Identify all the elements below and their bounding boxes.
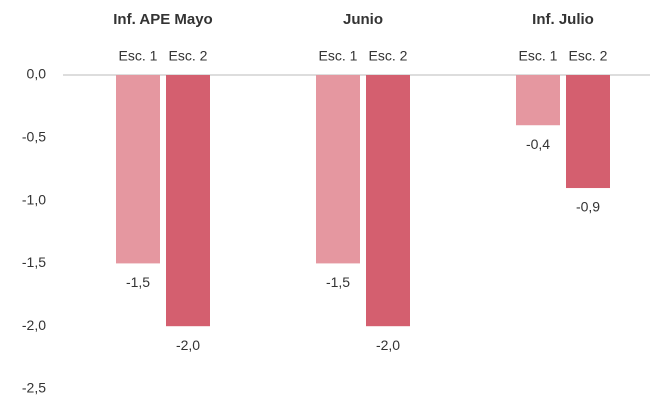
y-tick-label: -2,5 — [22, 380, 46, 396]
y-tick-label: -0,5 — [22, 129, 46, 145]
y-tick-label: -1,0 — [22, 191, 46, 207]
category-label: Junio — [343, 11, 383, 28]
value-label: -0,4 — [526, 136, 550, 152]
bar — [516, 75, 560, 126]
y-tick-label: 0,0 — [27, 66, 47, 82]
value-label: -1,5 — [126, 274, 150, 290]
series-label: Esc. 1 — [119, 48, 158, 64]
series-label: Esc. 1 — [519, 48, 558, 64]
value-label: -0,9 — [576, 199, 600, 215]
bar — [166, 75, 210, 327]
bar — [566, 75, 610, 189]
category-label: Inf. Julio — [532, 11, 594, 28]
y-tick-label: -2,0 — [22, 317, 46, 333]
category-label: Inf. APE Mayo — [113, 11, 212, 28]
series-label: Esc. 2 — [369, 48, 408, 64]
series-label: Esc. 1 — [319, 48, 358, 64]
series-label: Esc. 2 — [569, 48, 608, 64]
bar — [366, 75, 410, 327]
value-label: -2,0 — [176, 337, 200, 353]
value-label: -2,0 — [376, 337, 400, 353]
bar — [116, 75, 160, 264]
y-tick-label: -1,5 — [22, 254, 46, 270]
value-label: -1,5 — [326, 274, 350, 290]
bar — [316, 75, 360, 264]
series-label: Esc. 2 — [169, 48, 208, 64]
